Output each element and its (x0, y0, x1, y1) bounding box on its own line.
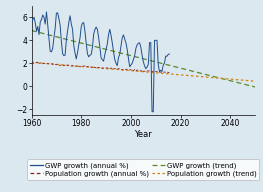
Legend: GWP growth (annual %), Population growth (annual %), GWP growth (trend), Populat: GWP growth (annual %), Population growth… (27, 159, 259, 180)
X-axis label: Year: Year (134, 130, 152, 139)
